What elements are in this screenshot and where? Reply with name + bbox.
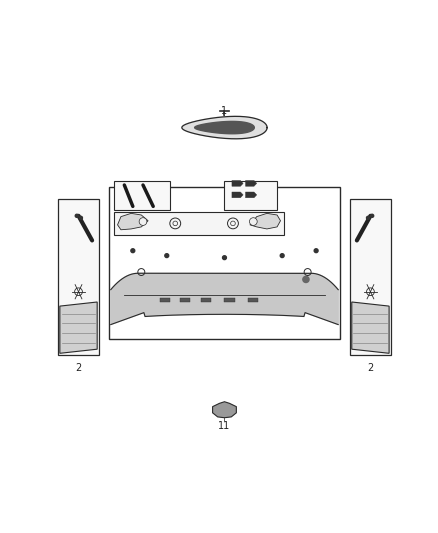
Polygon shape: [60, 302, 97, 353]
Text: 10: 10: [65, 207, 75, 216]
Polygon shape: [212, 402, 237, 418]
Text: 1: 1: [222, 106, 227, 116]
Bar: [350, 199, 391, 356]
Circle shape: [303, 276, 309, 282]
Circle shape: [280, 254, 284, 257]
Circle shape: [223, 256, 226, 260]
Text: 2: 2: [75, 362, 81, 373]
Polygon shape: [250, 213, 280, 229]
Text: 9: 9: [288, 267, 294, 277]
Text: 11: 11: [219, 421, 230, 431]
Bar: [248, 298, 258, 302]
Bar: [114, 212, 284, 235]
Bar: [58, 199, 99, 356]
Text: 9: 9: [154, 267, 159, 277]
Bar: [109, 187, 340, 339]
Text: 6: 6: [138, 188, 145, 198]
Text: 4: 4: [222, 241, 227, 252]
Polygon shape: [182, 116, 267, 139]
Circle shape: [165, 254, 169, 257]
Bar: [180, 298, 191, 302]
Bar: [114, 181, 170, 209]
Polygon shape: [246, 181, 257, 186]
Circle shape: [314, 249, 318, 253]
Text: 3: 3: [360, 256, 367, 266]
Polygon shape: [194, 122, 254, 134]
Circle shape: [79, 216, 82, 220]
Text: 10: 10: [219, 239, 230, 249]
Bar: [160, 298, 170, 302]
Text: 10: 10: [374, 207, 384, 216]
Polygon shape: [246, 192, 257, 198]
Polygon shape: [232, 181, 243, 186]
Text: 7: 7: [274, 188, 280, 198]
Bar: [224, 181, 277, 209]
Text: 8: 8: [265, 328, 272, 338]
Circle shape: [131, 249, 135, 253]
Circle shape: [367, 216, 370, 220]
Text: 3: 3: [82, 256, 88, 266]
Text: 8: 8: [196, 219, 202, 228]
Polygon shape: [232, 192, 243, 198]
Text: 2: 2: [367, 362, 374, 373]
Text: 5: 5: [221, 234, 228, 244]
Polygon shape: [117, 213, 148, 230]
Bar: [224, 298, 235, 302]
Polygon shape: [352, 302, 389, 353]
Circle shape: [371, 214, 374, 217]
Circle shape: [250, 217, 257, 225]
Bar: [201, 298, 211, 302]
Circle shape: [75, 214, 78, 217]
Circle shape: [139, 217, 147, 225]
Polygon shape: [111, 273, 338, 325]
